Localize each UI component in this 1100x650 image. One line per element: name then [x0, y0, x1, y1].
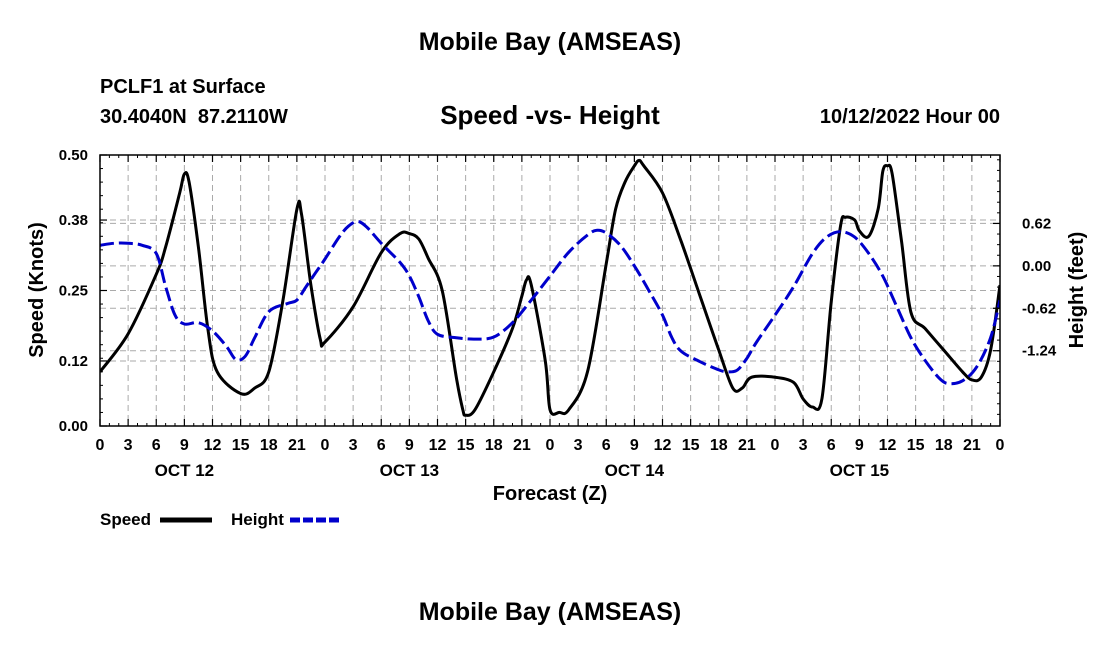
x-tick-label: 21: [288, 437, 306, 454]
run-time-label: 10/12/2022 Hour 00: [819, 106, 1000, 128]
x-tick-label: 6: [827, 437, 836, 454]
x-tick-label: 18: [260, 437, 278, 454]
x-tick-label: 12: [429, 437, 447, 454]
x-tick-label: 0: [96, 437, 105, 454]
x-tick-label: 3: [124, 437, 133, 454]
day-label: OCT 13: [380, 461, 440, 480]
x-tick-label: 21: [738, 437, 756, 454]
station-label: PCLF1 at Surface: [100, 76, 266, 98]
left-tick-label: 0.50: [59, 147, 88, 164]
right-axis-label: Height (feet): [1066, 232, 1088, 349]
x-tick-label: 12: [879, 437, 897, 454]
x-tick-label: 6: [377, 437, 386, 454]
x-tick-label: 3: [349, 437, 358, 454]
x-tick-label: 0: [546, 437, 555, 454]
chart-title: Speed -vs- Height: [440, 100, 660, 130]
bottom-title: Mobile Bay (AMSEAS): [418, 598, 682, 626]
x-tick-label: 0: [771, 437, 780, 454]
x-tick-label: 18: [935, 437, 953, 454]
x-tick-label: 15: [232, 437, 250, 454]
series-layer: [100, 158, 1000, 417]
series-line-speed: [100, 158, 1000, 417]
left-tick-label: 0.25: [59, 283, 88, 300]
left-axis-label: Speed (Knots): [26, 222, 48, 358]
station-coordinates: 30.4040N 87.2110W: [100, 106, 288, 128]
left-tick-label: 0.38: [59, 212, 88, 229]
x-tick-label: 15: [907, 437, 925, 454]
x-tick-label: 6: [602, 437, 611, 454]
x-tick-label: 3: [799, 437, 808, 454]
x-tick-label: 9: [405, 437, 414, 454]
left-tick-label: 0.12: [59, 353, 88, 370]
x-tick-label: 21: [963, 437, 981, 454]
x-tick-label: 0: [996, 437, 1005, 454]
legend-label-height: Height: [231, 510, 284, 529]
x-tick-label: 18: [485, 437, 503, 454]
main-title: Mobile Bay (AMSEAS): [418, 28, 682, 56]
day-label: OCT 12: [155, 461, 215, 480]
x-tick-label: 21: [513, 437, 531, 454]
legend: Speed Height: [100, 510, 342, 529]
x-tick-label: 15: [457, 437, 475, 454]
left-tick-label: 0.00: [59, 418, 88, 435]
axes: 0 3 6 9 12 15 18 21 0 3 6 9 12 15 18 21 0 3 6 9 12 15 18 21 0 3 6 9…: [59, 147, 1057, 480]
day-label: OCT 14: [605, 461, 665, 480]
right-tick-label: 0.00: [1022, 258, 1051, 275]
x-tick-label: 3: [574, 437, 583, 454]
right-tick-label: -0.62: [1022, 300, 1056, 317]
right-tick-label: 0.62: [1022, 215, 1051, 232]
x-tick-label: 9: [855, 437, 864, 454]
x-tick-label: 12: [654, 437, 672, 454]
x-tick-label: 18: [710, 437, 728, 454]
series-line-height: [100, 219, 1000, 386]
x-tick-label: 9: [180, 437, 189, 454]
legend-label-speed: Speed: [100, 510, 151, 529]
x-axis-label: Forecast (Z): [493, 483, 607, 505]
x-tick-label: 6: [152, 437, 161, 454]
day-label: OCT 15: [830, 461, 890, 480]
grid: [100, 155, 1000, 426]
right-tick-label: -1.24: [1022, 343, 1057, 360]
x-tick-label: 0: [321, 437, 330, 454]
x-tick-label: 12: [204, 437, 222, 454]
x-tick-label: 15: [682, 437, 700, 454]
x-tick-label: 9: [630, 437, 639, 454]
